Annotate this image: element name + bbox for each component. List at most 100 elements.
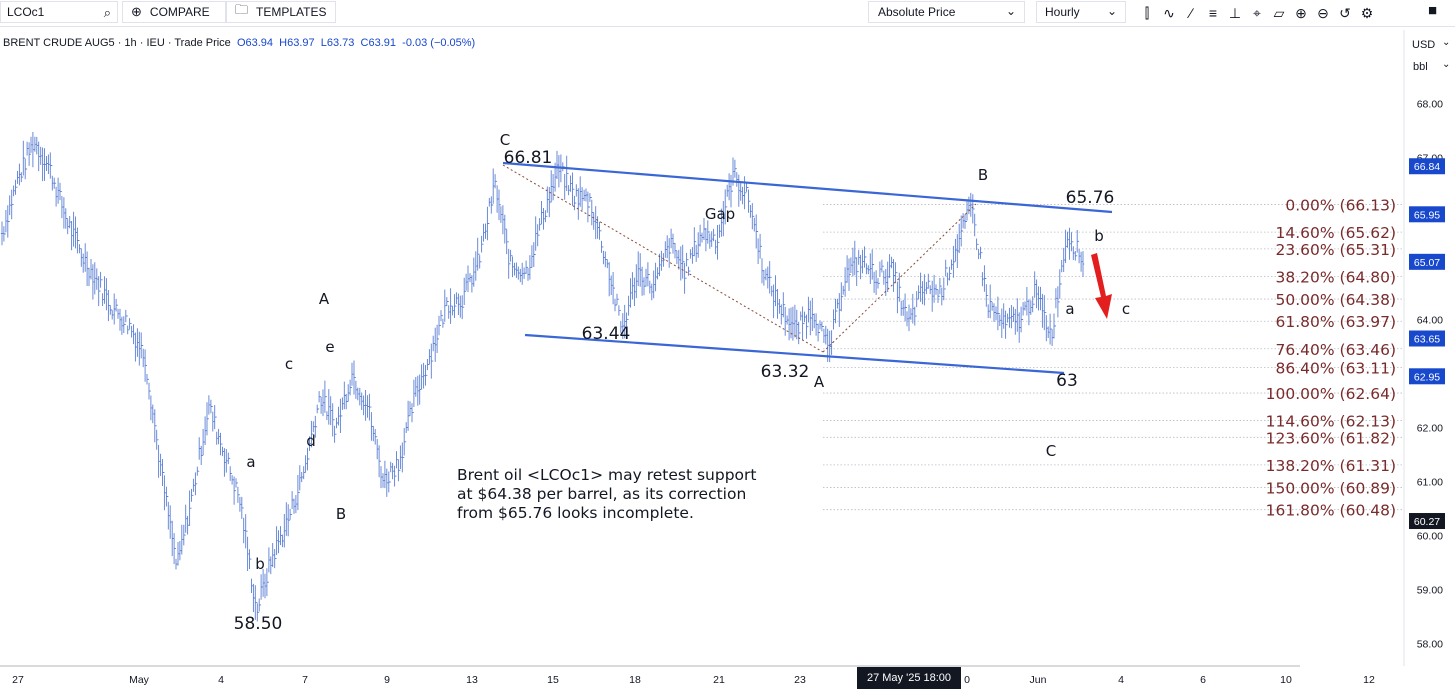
reset-icon[interactable]: ↺ <box>1339 5 1351 21</box>
fibonacci-labels: 0.00% (66.13) 14.60% (65.62)23.60% (65.31… <box>1266 197 1396 520</box>
menu-lines-icon[interactable]: ≡ <box>1208 5 1218 21</box>
wave-label: A <box>814 373 825 391</box>
wave-label: C <box>500 131 510 149</box>
time-tick-label: 18 <box>629 674 641 686</box>
chart-overlays <box>502 161 1113 375</box>
fibonacci-lines <box>823 204 1404 511</box>
symbol-input[interactable]: LCOc1 ⌕ <box>0 1 118 23</box>
price-tick-label: 60.00 <box>1417 531 1443 543</box>
price-badge-label: 65.95 <box>1414 209 1440 221</box>
folder-icon: 🗀 <box>235 2 249 17</box>
logo-icon: ■ <box>1428 2 1438 19</box>
wave-label: 63.32 <box>761 362 810 382</box>
fib-level-label: 23.60% (65.31) <box>1276 241 1397 259</box>
chevron-down-icon: ⌄ <box>1442 37 1451 48</box>
candles-icon[interactable]: ⫿ <box>1144 5 1150 21</box>
price-type-value: Absolute Price <box>878 5 956 19</box>
fib-level-label: 114.60% (62.13) <box>1266 413 1396 431</box>
templates-button[interactable]: 🗀 TEMPLATES <box>226 1 336 23</box>
lines-icon[interactable]: ∕ <box>1189 5 1193 21</box>
price-bars <box>0 132 1085 622</box>
price-badge-label: 63.65 <box>1414 334 1440 346</box>
wave-label: C <box>1046 442 1056 460</box>
price-type-select[interactable]: Absolute Price ⌄ <box>868 1 1025 23</box>
interval-select[interactable]: Hourly ⌄ <box>1036 1 1126 23</box>
templates-label: TEMPLATES <box>256 5 327 19</box>
wave-label: Gap <box>705 205 735 223</box>
compare-label: COMPARE <box>149 5 210 19</box>
wave-label: b <box>255 555 265 573</box>
fib-level-label: 14.60% (65.62) <box>1276 224 1397 242</box>
legend-instrument: BRENT CRUDE AUG5 · 1h · IEU · Trade Pric… <box>3 37 231 49</box>
price-badge-label: 66.84 <box>1414 161 1440 173</box>
legend-high: H63.97 <box>279 37 315 49</box>
interval-value: Hourly <box>1045 5 1080 19</box>
price-badge <box>1409 513 1445 530</box>
price-badge-label: 62.95 <box>1414 371 1440 383</box>
fib-trend-line <box>822 203 977 353</box>
wave-label: b <box>1094 227 1104 245</box>
analysis-note: Brent oil <LCOc1> may retest support at … <box>457 466 837 523</box>
price-badge <box>1409 330 1445 347</box>
time-tick-label: 10 <box>1280 674 1292 686</box>
time-tick-label: 13 <box>466 674 478 686</box>
fib-level-label: 86.40% (63.11) <box>1276 360 1397 378</box>
time-tick-label: 6 <box>1200 674 1206 686</box>
time-tick-label: May <box>129 674 150 686</box>
fib-level-label: 50.00% (64.38) <box>1276 291 1397 309</box>
time-axis[interactable]: 27 May 4 7 9 13 15 18 21 23 0 Jun 4 6 10 12 <box>0 665 1375 686</box>
fib-level-label: 61.80% (63.97) <box>1276 313 1397 331</box>
wave-label: c <box>1122 300 1130 318</box>
wave-label: c <box>285 355 293 373</box>
price-tick-label: 68.00 <box>1417 99 1443 111</box>
wave-label: 66.81 <box>504 148 553 168</box>
fib-level-label: 100.00% (62.64) <box>1266 385 1396 403</box>
time-tick-label: 0 <box>964 674 970 686</box>
chart-legend: BRENT CRUDE AUG5 · 1h · IEU · Trade Pric… <box>3 37 475 49</box>
price-badge <box>1409 368 1445 385</box>
cursor-icon[interactable]: ⊥ <box>1228 5 1242 21</box>
note-line-1: Brent oil <LCOc1> may retest support <box>457 466 757 484</box>
currency-selector[interactable]: USD ⌄ <box>1409 36 1451 58</box>
chevron-down-icon: ⌄ <box>1442 59 1451 70</box>
wave-label: e <box>325 338 334 356</box>
annotate-icon[interactable]: ▱ <box>1273 5 1285 21</box>
unit-selector[interactable]: bbl ⌄ <box>1409 58 1451 78</box>
channel-upper-line <box>502 161 1113 214</box>
fib-trend-line <box>502 164 824 353</box>
price-tick-label: 59.00 <box>1417 585 1443 597</box>
unit-label: bbl <box>1413 61 1428 73</box>
compare-button[interactable]: ⊕ COMPARE <box>122 1 226 23</box>
price-badge-label: 60.27 <box>1414 516 1440 528</box>
symbol-value: LCOc1 <box>7 5 45 19</box>
wave-label: A <box>319 290 330 308</box>
crosshair-time-badge: 27 May '25 18:00 <box>857 667 961 689</box>
indicators-icon[interactable]: ∿ <box>1163 5 1175 21</box>
note-line-2: at $64.38 per barrel, as its correction <box>457 485 747 503</box>
search-icon[interactable]: ⌕ <box>103 5 111 20</box>
gear-icon[interactable]: ⚙ <box>1360 5 1374 21</box>
pattern-icon[interactable]: ⌖ <box>1253 5 1261 21</box>
plus-circle-icon: ⊕ <box>131 4 142 19</box>
wave-label: B <box>336 505 346 523</box>
wave-label: a <box>246 453 255 471</box>
time-tick-label: 7 <box>302 674 308 686</box>
price-badge-label: 65.07 <box>1414 257 1440 269</box>
wave-label: a <box>1065 300 1074 318</box>
wave-label: d <box>306 432 316 450</box>
time-tick-label: 4 <box>1118 674 1124 686</box>
zoom-out-icon[interactable]: ⊖ <box>1317 5 1329 21</box>
zoom-in-icon[interactable]: ⊕ <box>1295 5 1307 21</box>
fib-level-label: 38.20% (64.80) <box>1276 268 1397 286</box>
legend-change: -0.03 (−0.05%) <box>402 37 476 49</box>
note-line-3: from $65.76 looks incomplete. <box>457 504 694 522</box>
fib-level-label: 138.20% (61.31) <box>1266 457 1396 475</box>
time-tick-label: 27 <box>12 674 24 686</box>
price-tick-label: 64.00 <box>1417 315 1443 327</box>
chevron-down-icon: ⌄ <box>1005 4 1016 18</box>
wave-label: 65.76 <box>1066 188 1115 208</box>
currency-label: USD <box>1412 39 1436 51</box>
price-axis[interactable]: 68.0067.0066.0065.0064.0063.0062.0061.00… <box>1403 30 1445 666</box>
